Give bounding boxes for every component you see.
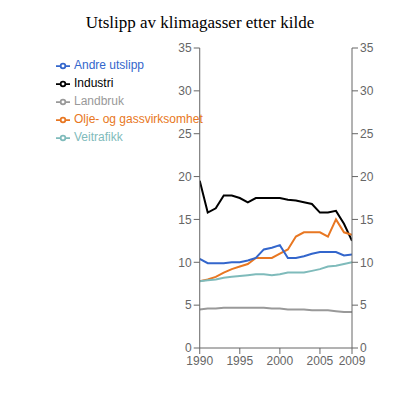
html-text:Andre utslipp: Andre utslipp — [74, 58, 144, 72]
svg-text:2009: 2009 — [339, 354, 366, 368]
svg-text:0: 0 — [185, 341, 192, 355]
svg-text:35: 35 — [360, 41, 374, 55]
svg-text:35: 35 — [178, 41, 192, 55]
svg-text:0: 0 — [360, 341, 367, 355]
svg-text:20: 20 — [360, 170, 374, 184]
svg-text:30: 30 — [360, 84, 374, 98]
svg-text:25: 25 — [360, 127, 374, 141]
svg-text:2000: 2000 — [267, 354, 294, 368]
html-text:Olje- og gassvirksomhet: Olje- og gassvirksomhet — [74, 112, 203, 126]
html-text:Industri: Industri — [74, 76, 114, 90]
svg-text:10: 10 — [178, 256, 192, 270]
svg-text:5: 5 — [185, 298, 192, 312]
svg-text:30: 30 — [178, 84, 192, 98]
svg-text:1995: 1995 — [226, 354, 253, 368]
svg-text:25: 25 — [178, 127, 192, 141]
html-text:Landbruk: Landbruk — [74, 94, 124, 108]
svg-text:2005: 2005 — [307, 354, 334, 368]
html-text:Utslipp av klimagasser etter k: Utslipp av klimagasser etter kilde — [85, 13, 315, 32]
svg-text:1990: 1990 — [186, 354, 213, 368]
svg-text:15: 15 — [360, 213, 374, 227]
svg-text:10: 10 — [360, 256, 374, 270]
svg-text:5: 5 — [360, 298, 367, 312]
svg-text:20: 20 — [178, 170, 192, 184]
svg-text:15: 15 — [178, 213, 192, 227]
html-text:Veitrafikk: Veitrafikk — [74, 130, 123, 144]
